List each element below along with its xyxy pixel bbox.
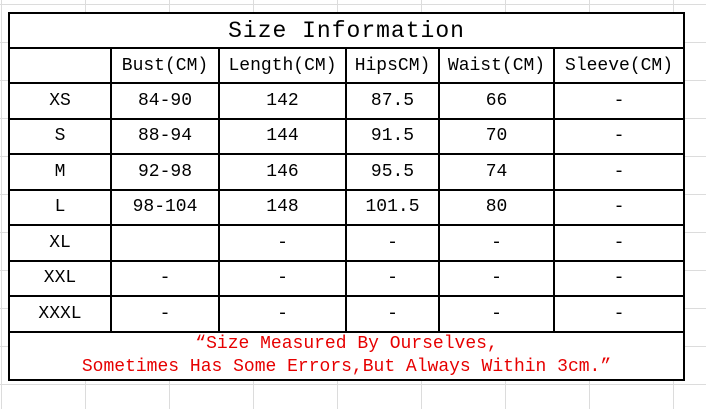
cell-bust: 98-104	[110, 188, 220, 226]
cell-bust: 92-98	[110, 153, 220, 191]
cell-bust: 88-94	[110, 117, 220, 155]
column-header-size	[8, 47, 112, 84]
title-row: Size Information	[7, 12, 686, 49]
row-label-l: L	[8, 188, 112, 226]
cell-hips: 101.5	[345, 188, 440, 226]
footer-row: “Size Measured By Ourselves, Sometimes H…	[7, 330, 686, 381]
cell-waist: -	[438, 295, 555, 333]
cell-waist: -	[438, 259, 555, 297]
row-label-xxl: XXL	[8, 259, 112, 297]
cell-waist: 66	[438, 82, 555, 120]
size-note-cell: “Size Measured By Ourselves, Sometimes H…	[7, 330, 686, 381]
cell-hips: -	[345, 295, 440, 333]
size-row-xs: XS 84-90 142 87.5 66 -	[8, 82, 686, 120]
cell-length: -	[218, 259, 347, 297]
cell-sleeve: -	[552, 82, 686, 120]
size-row-l: L 98-104 148 101.5 80 -	[8, 188, 686, 226]
cell-length: 144	[218, 117, 347, 155]
cell-hips: -	[345, 259, 440, 297]
column-header-bust: Bust(CM)	[110, 47, 220, 84]
size-row-xl: XL - - - -	[8, 224, 686, 262]
column-header-hips: HipsCM)	[345, 47, 440, 84]
cell-bust: -	[110, 259, 220, 297]
cell-bust: -	[110, 295, 220, 333]
row-label-xxxl: XXXL	[8, 295, 112, 333]
size-information-table: Size Information Bust(CM) Length(CM) Hip…	[7, 12, 686, 381]
cell-sleeve: -	[552, 188, 686, 226]
cell-bust	[110, 224, 220, 262]
size-row-xxxl: XXXL - - - - -	[8, 295, 686, 333]
row-label-xs: XS	[8, 82, 112, 120]
cell-waist: 70	[438, 117, 555, 155]
cell-length: 146	[218, 153, 347, 191]
cell-hips: 87.5	[345, 82, 440, 120]
cell-bust: 84-90	[110, 82, 220, 120]
size-row-xxl: XXL - - - - -	[8, 259, 686, 297]
cell-waist: 80	[438, 188, 555, 226]
cell-hips: 95.5	[345, 153, 440, 191]
header-row: Bust(CM) Length(CM) HipsCM) Waist(CM) Sl…	[8, 47, 686, 84]
cell-sleeve: -	[552, 259, 686, 297]
column-header-length: Length(CM)	[218, 47, 347, 84]
page-title: Size Information	[7, 12, 686, 49]
size-note-line2: Sometimes Has Some Errors,But Always Wit…	[81, 356, 612, 377]
cell-hips: 91.5	[345, 117, 440, 155]
row-label-m: M	[8, 153, 112, 191]
row-label-s: S	[8, 117, 112, 155]
cell-length: 142	[218, 82, 347, 120]
cell-sleeve: -	[552, 117, 686, 155]
cell-hips: -	[345, 224, 440, 262]
column-header-waist: Waist(CM)	[438, 47, 555, 84]
cell-waist: -	[438, 224, 555, 262]
cell-waist: 74	[438, 153, 555, 191]
cell-length: -	[218, 295, 347, 333]
cell-sleeve: -	[552, 295, 686, 333]
cell-sleeve: -	[552, 224, 686, 262]
size-row-s: S 88-94 144 91.5 70 -	[8, 117, 686, 155]
row-label-xl: XL	[8, 224, 112, 262]
column-header-sleeve: Sleeve(CM)	[552, 47, 686, 84]
cell-length: 148	[218, 188, 347, 226]
cell-length: -	[218, 224, 347, 262]
size-note-line1: “Size Measured By Ourselves,	[195, 333, 498, 354]
cell-sleeve: -	[552, 153, 686, 191]
size-row-m: M 92-98 146 95.5 74 -	[8, 153, 686, 191]
